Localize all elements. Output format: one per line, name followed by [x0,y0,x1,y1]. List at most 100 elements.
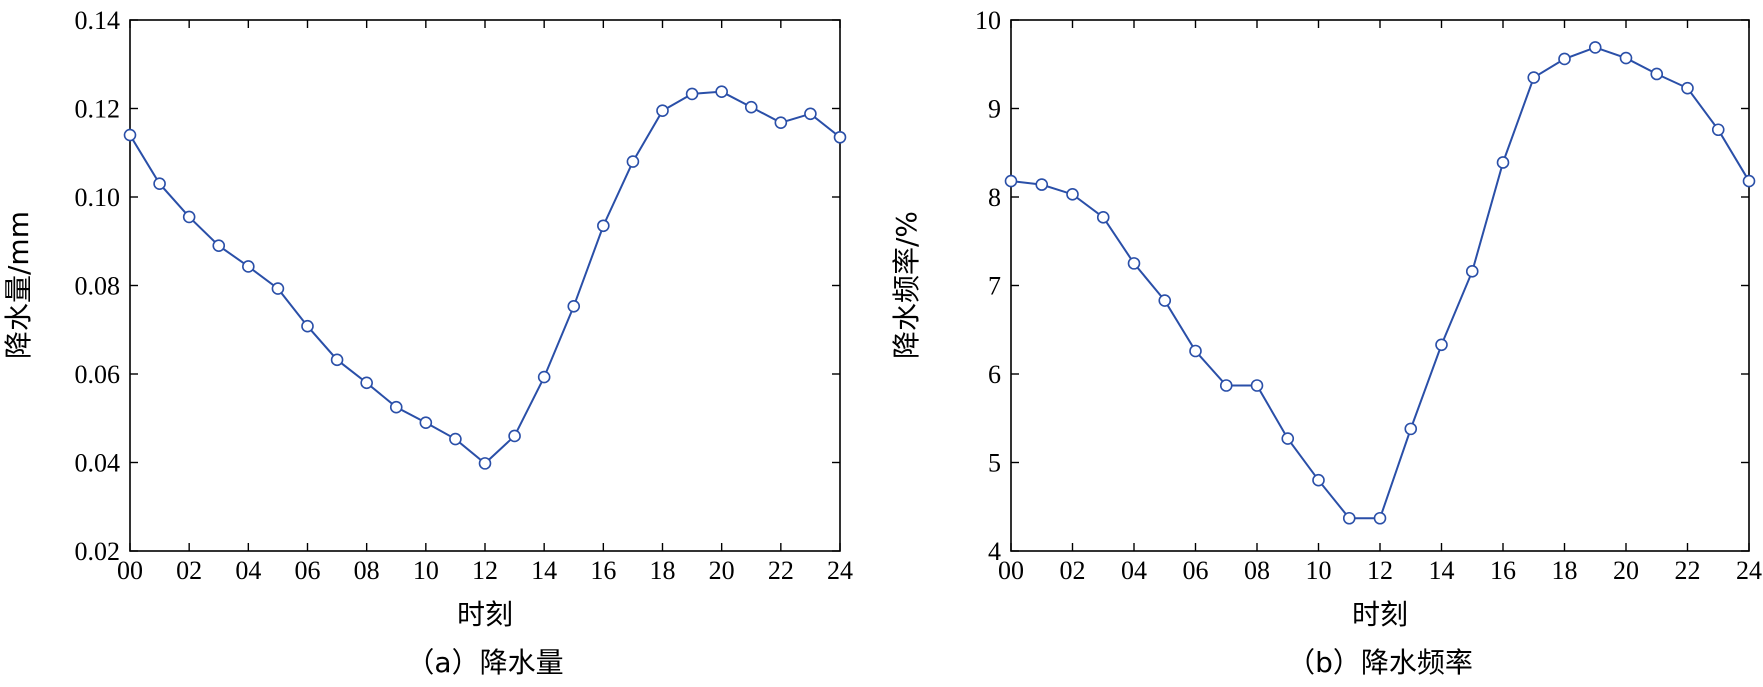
data-point [1404,422,1418,436]
y-tick-label: 0.14 [75,6,121,35]
series-group [123,85,847,470]
axis-ticks [1010,19,1750,552]
y-tick-label: 0.12 [75,95,121,124]
chart-caption: （a）降水量 [406,646,563,679]
data-point [360,376,373,390]
x-tick-label: 22 [768,556,794,585]
x-tick-label: 14 [1429,556,1455,585]
x-tick-label: 06 [295,556,321,585]
x-tick-label: 10 [1306,556,1332,585]
data-point [1496,156,1510,169]
x-tick-label: 24 [827,556,853,585]
data-point [1742,174,1756,188]
axis-ticks [129,19,841,552]
x-tick-label: 20 [709,556,735,585]
tick-labels: 00 02 04 06 08 10 12 14 16 18 20 22 24 0.02 0.04 0.06 0.… [75,6,854,585]
data-point [212,239,226,252]
data-point [804,107,817,121]
x-tick-label: 16 [1490,556,1516,585]
data-point [449,432,462,446]
chart-precipitation-amount: 00 02 04 06 08 10 12 14 16 18 20 22 24 0.02 0.04 0.06 0.… [2,6,853,679]
chart-precipitation-frequency: 00 02 04 06 08 10 12 14 16 18 20 22 24 4 5 6 7 8 9 10 时刻 降水… [890,6,1762,679]
series-group [1004,41,1756,525]
series-line [129,90,841,465]
x-tick-label: 12 [1367,556,1393,585]
y-axis-title: 降水频率/% [890,211,923,359]
x-tick-label: 10 [413,556,439,585]
data-point [1281,432,1295,445]
data-point [508,429,521,443]
data-point [1342,511,1356,525]
data-point [1650,67,1664,81]
data-point [567,299,581,313]
x-tick-label: 08 [1244,556,1270,585]
data-point [537,370,551,384]
x-tick-label: 00 [117,556,143,585]
x-tick-label: 20 [1613,556,1639,585]
data-point [626,155,640,168]
data-point [330,353,344,367]
data-point [1189,344,1202,358]
x-axis-title: 时刻 [1352,598,1408,631]
data-point [1250,379,1264,392]
y-tick-label: 0.10 [75,183,121,212]
data-point [774,116,788,129]
data-point [301,319,314,333]
series-line [1010,46,1750,520]
data-point [1465,265,1479,278]
data-point [478,457,492,470]
data-point [271,282,285,295]
y-tick-label: 5 [988,449,1001,478]
data-point [1588,41,1602,54]
x-tick-label: 18 [1552,556,1578,585]
data-point [1219,379,1233,392]
data-point [1711,123,1725,137]
y-tick-label: 4 [988,537,1001,566]
x-tick-label: 22 [1675,556,1701,585]
x-tick-label: 12 [472,556,498,585]
data-point [182,210,196,224]
x-tick-label: 06 [1183,556,1209,585]
y-tick-label: 10 [975,6,1001,35]
data-point [242,260,255,273]
data-point [833,130,847,144]
y-tick-label: 0.08 [75,272,121,301]
data-point [1619,51,1633,65]
chart-caption: （b）降水频率 [1287,646,1473,679]
data-point [419,416,433,429]
x-tick-label: 24 [1736,556,1762,585]
data-point [1066,188,1079,201]
x-tick-label: 02 [1060,556,1086,585]
x-axis-title: 时刻 [457,598,513,631]
data-point [656,104,669,118]
y-tick-label: 0.06 [75,360,121,389]
data-point [715,85,728,98]
data-point [1373,511,1387,525]
data-point [597,219,610,233]
data-point [685,87,699,101]
y-tick-label: 9 [988,95,1001,124]
data-point [1681,81,1694,95]
x-tick-label: 08 [354,556,380,585]
y-tick-label: 7 [988,272,1001,301]
y-axis-title: 降水量/mm [2,211,35,359]
x-tick-label: 18 [650,556,676,585]
x-tick-label: 04 [235,556,261,585]
plot-frame [1010,19,1750,552]
data-point [1527,71,1541,84]
data-point [1312,473,1325,487]
y-tick-label: 0.04 [75,449,121,478]
data-point [1127,257,1141,270]
plot-frame [129,19,841,552]
x-tick-label: 04 [1121,556,1147,585]
x-tick-label: 02 [176,556,202,585]
data-point [123,128,137,142]
y-tick-label: 0.02 [75,537,121,566]
y-tick-label: 6 [988,360,1001,389]
x-tick-label: 00 [998,556,1024,585]
x-tick-label: 14 [531,556,557,585]
data-point [1004,174,1018,188]
data-point [1035,178,1049,191]
tick-labels: 00 02 04 06 08 10 12 14 16 18 20 22 24 4 5 6 7 8 9 10 [975,6,1762,585]
